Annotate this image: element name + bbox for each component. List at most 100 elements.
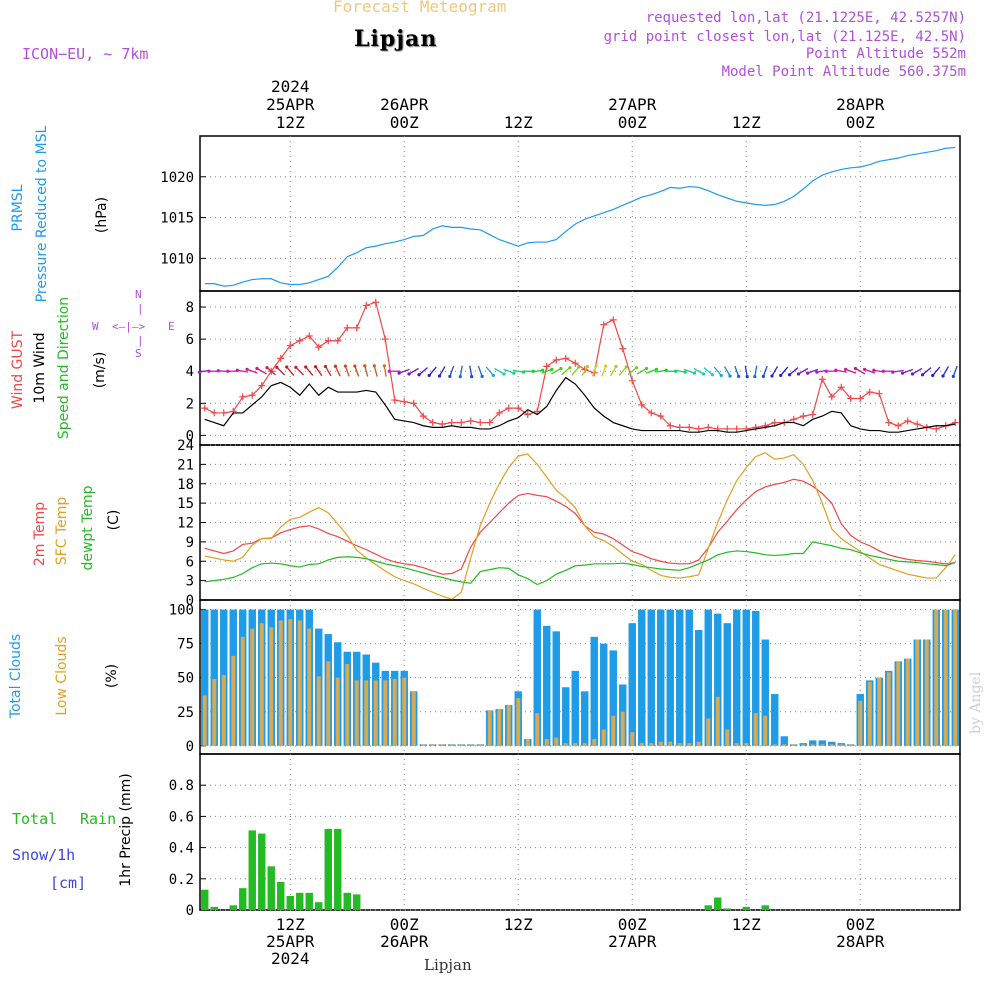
y-tick-label: 15 — [177, 496, 194, 512]
bar-total-clouds — [657, 609, 665, 746]
bar-total-clouds — [581, 691, 589, 746]
gust-marker — [761, 422, 769, 430]
wind-arrow — [645, 368, 657, 374]
bar-total-rain — [714, 897, 722, 910]
wind-arrow — [295, 366, 305, 376]
gust-marker — [343, 324, 351, 332]
gust-marker — [790, 415, 798, 423]
bar-low-clouds — [402, 677, 407, 746]
y-tick-label: 0.2 — [169, 872, 194, 888]
time-label-bottom: 12Z — [732, 915, 761, 934]
wind-arrow-head — [207, 369, 211, 373]
bar-low-clouds — [829, 744, 834, 746]
gust-marker — [913, 420, 921, 428]
wind-arrow — [561, 367, 571, 376]
wind-arrow — [246, 368, 258, 374]
y-tick-label: 8 — [186, 300, 194, 316]
wind-arrow-head — [480, 374, 484, 378]
legend-cm: [cm] — [50, 874, 86, 892]
compass-arrow: <—|—> — [112, 320, 145, 333]
bar-total-rain — [296, 892, 304, 910]
gust-marker — [951, 419, 959, 427]
gust-marker — [619, 345, 627, 353]
bar-total-clouds — [676, 609, 684, 746]
wind-arrow-head — [333, 364, 338, 368]
wind-arrow-head — [417, 373, 421, 377]
gust-marker — [714, 425, 722, 433]
bar-low-clouds — [696, 741, 701, 746]
wind-arrow — [627, 367, 637, 376]
bar-total-clouds — [600, 643, 608, 746]
legend-total: Total — [12, 810, 57, 828]
bar-total-clouds — [704, 609, 712, 746]
bar-low-clouds — [516, 698, 521, 746]
wind-arrow-head — [770, 374, 774, 378]
series-10m-wind — [204, 376, 956, 433]
bar-low-clouds — [772, 744, 777, 746]
bar-low-clouds — [383, 680, 388, 746]
wind-arrow-head — [245, 367, 249, 371]
bar-total-clouds — [685, 609, 693, 746]
wind-arrow — [344, 365, 350, 377]
bar-low-clouds — [725, 729, 730, 746]
wind-arrow — [551, 367, 562, 375]
wind-arrow-head — [304, 365, 308, 369]
gust-marker — [505, 404, 513, 412]
time-label-top: 00Z — [390, 113, 419, 132]
wind-arrow — [324, 366, 332, 377]
wind-arrow-head — [881, 369, 885, 373]
bar-low-clouds — [250, 628, 255, 746]
wind-arrow — [892, 369, 904, 373]
bar-low-clouds — [354, 680, 359, 746]
wind-arrow-head — [683, 370, 687, 374]
time-label-bottom: 25APR — [266, 932, 315, 951]
wind-arrow — [713, 366, 722, 376]
bar-low-clouds — [649, 743, 654, 746]
wind-arrow — [286, 366, 295, 376]
time-label-top: 27APR — [608, 95, 657, 114]
y-tick-label: 0 — [186, 903, 194, 919]
bar-low-clouds — [506, 704, 511, 746]
wind-arrow-head — [624, 365, 628, 369]
bar-low-clouds — [563, 743, 568, 746]
gust-marker — [324, 337, 332, 345]
gust-marker — [647, 409, 655, 417]
wind-arrow-head — [872, 368, 876, 372]
bar-low-clouds — [221, 674, 226, 746]
bar-low-clouds — [753, 713, 758, 746]
label-low-clouds: Low Clouds — [54, 636, 70, 715]
bar-low-clouds — [706, 718, 711, 746]
wind-arrow-head — [353, 364, 357, 368]
gust-marker — [305, 332, 313, 340]
wind-arrow — [789, 367, 799, 376]
bar-low-clouds — [459, 744, 464, 746]
gust-marker — [277, 354, 285, 362]
label-pressure-msl: Pressure Reduced to MSL — [34, 125, 50, 302]
bar-low-clouds — [525, 739, 530, 746]
y-tick-label: 1020 — [160, 170, 194, 186]
bar-low-clouds — [677, 743, 682, 746]
gust-marker — [438, 420, 446, 428]
label-10m-wind: 10m Wind — [32, 332, 48, 403]
gust-marker — [296, 337, 304, 345]
wind-arrow — [693, 367, 704, 375]
wind-arrow-head — [805, 371, 810, 375]
wind-arrow — [618, 366, 627, 376]
bar-low-clouds — [373, 680, 378, 746]
wind-arrow-head — [216, 369, 220, 373]
gust-marker — [676, 423, 684, 431]
time-label-bottom: 00Z — [390, 915, 419, 934]
gust-marker — [695, 425, 703, 433]
gust-marker — [381, 335, 389, 343]
bar-total-rain — [742, 906, 750, 910]
wind-arrow-head — [692, 371, 697, 375]
gust-marker — [571, 359, 579, 367]
bar-low-clouds — [535, 713, 540, 746]
wind-arrow-head — [275, 365, 279, 369]
gust-marker — [419, 412, 427, 420]
y-tick-label: 50 — [177, 671, 194, 687]
gust-marker — [315, 343, 323, 351]
gust-marker — [239, 393, 247, 401]
location-title: Lipjan — [354, 26, 438, 52]
wind-arrow-head — [577, 365, 581, 369]
